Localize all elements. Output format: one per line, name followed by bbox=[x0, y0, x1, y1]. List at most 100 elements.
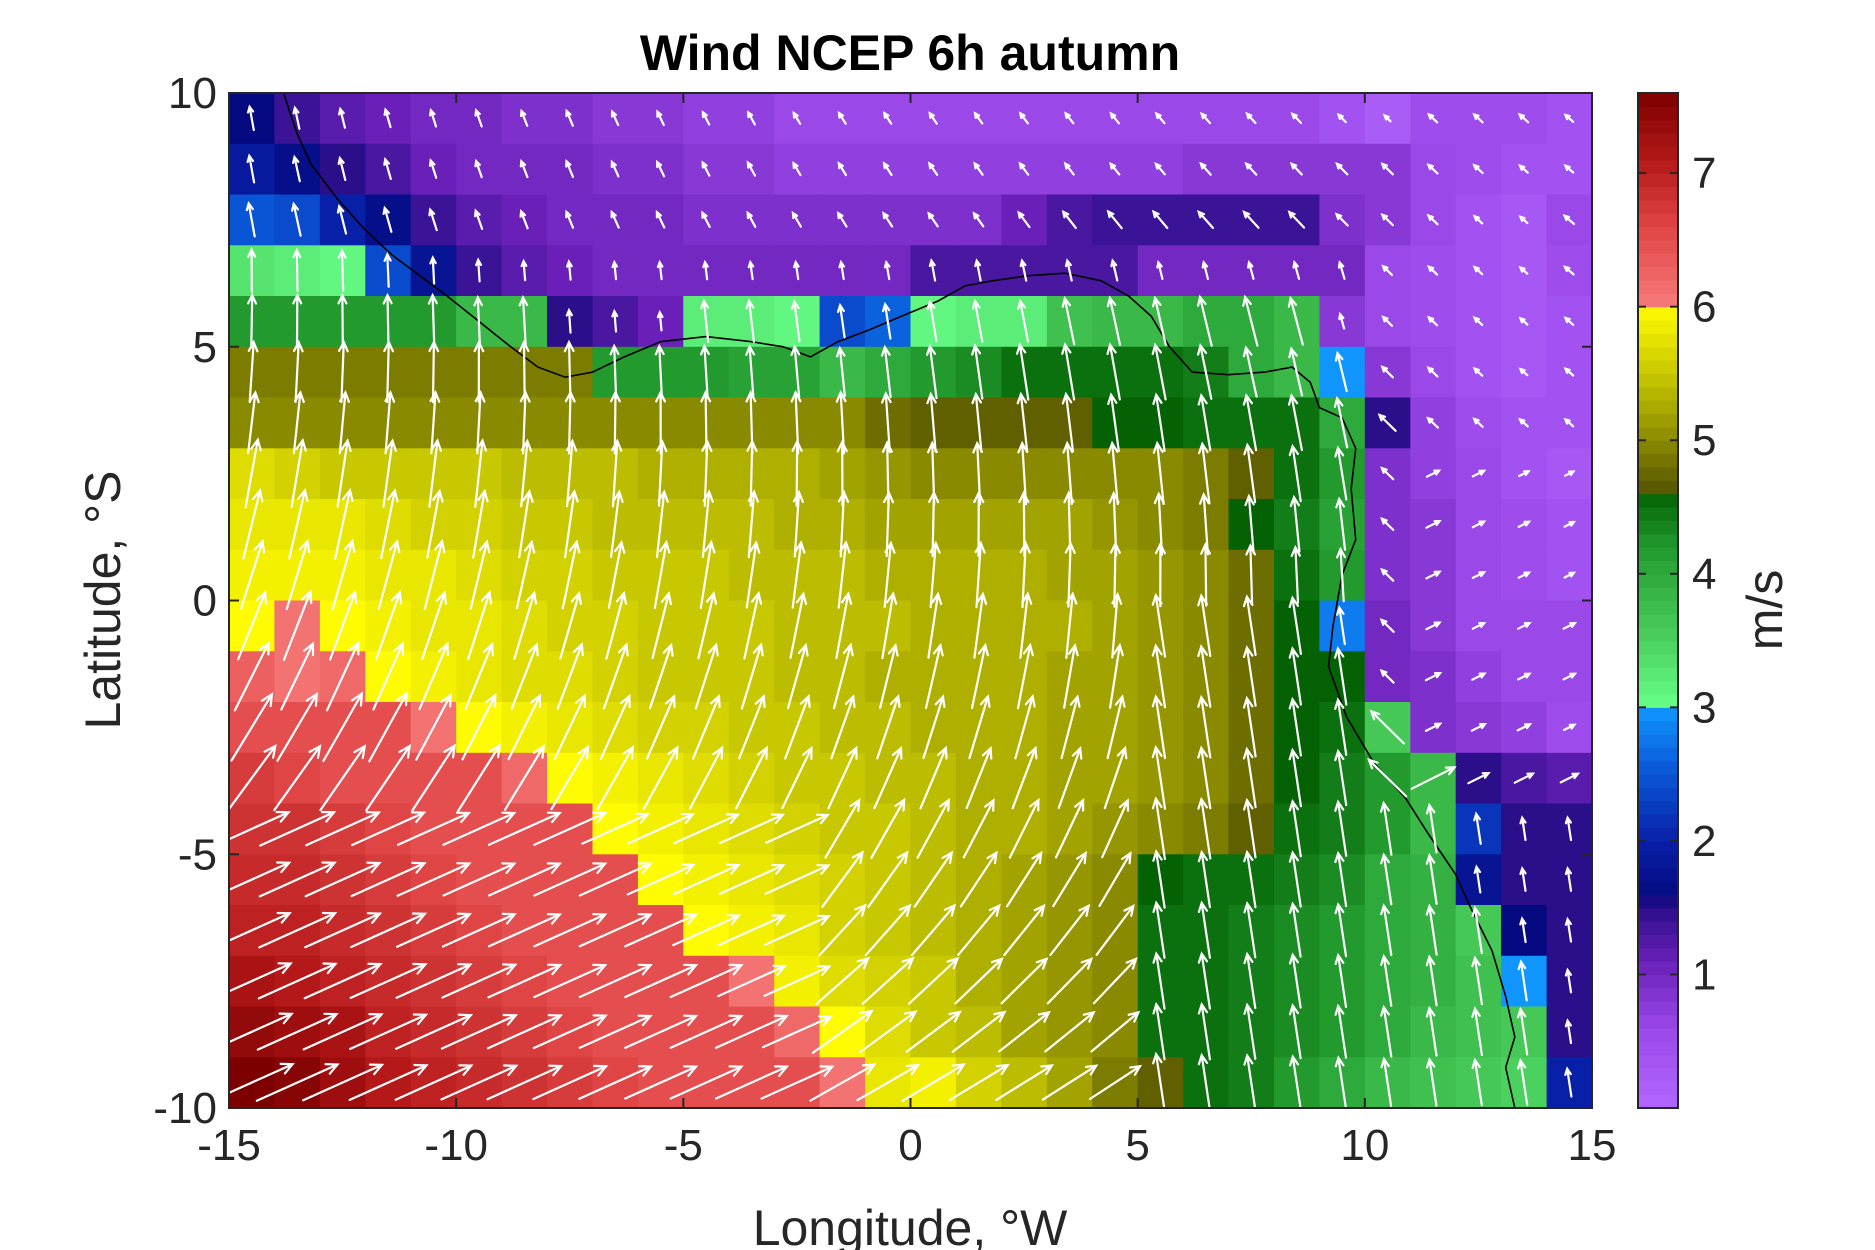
wind-arrow bbox=[1381, 264, 1394, 277]
wind-arrow bbox=[1110, 258, 1119, 282]
wind-arrow bbox=[1244, 493, 1255, 554]
wind-arrow bbox=[473, 294, 483, 347]
wind-arrow bbox=[1106, 295, 1122, 346]
wind-arrow bbox=[1334, 1003, 1348, 1059]
wind-arrow bbox=[611, 438, 623, 508]
wind-arrow bbox=[818, 903, 867, 957]
wind-arrow bbox=[348, 1063, 429, 1101]
wind-arrow bbox=[610, 489, 624, 558]
wind-arrow bbox=[1049, 903, 1091, 956]
wind-arrow bbox=[292, 247, 302, 293]
wind-arrow bbox=[1046, 957, 1094, 1005]
wind-arrow bbox=[815, 956, 870, 1005]
wind-arrow bbox=[784, 693, 811, 760]
wind-arrow bbox=[1151, 744, 1167, 810]
wind-arrow bbox=[656, 159, 666, 178]
wind-arrow bbox=[864, 903, 912, 957]
colorbar-segment bbox=[1638, 961, 1678, 975]
colorbar-segment bbox=[1638, 560, 1678, 575]
wind-arrow bbox=[280, 641, 315, 711]
wind-arrow bbox=[1197, 294, 1213, 347]
wind-arrow bbox=[699, 343, 710, 400]
wind-arrow bbox=[656, 259, 664, 281]
wind-arrow bbox=[1562, 214, 1576, 226]
wind-arrow bbox=[429, 389, 441, 455]
wind-arrow bbox=[792, 489, 804, 558]
colorbar-segment bbox=[1638, 413, 1678, 428]
wind-arrow bbox=[440, 1064, 519, 1101]
wind-arrow bbox=[244, 437, 262, 509]
wind-arrow bbox=[1197, 694, 1212, 759]
wind-arrow bbox=[1242, 594, 1257, 656]
wind-arrow bbox=[669, 1014, 744, 1049]
wind-arrow bbox=[655, 489, 669, 558]
wind-arrow bbox=[1517, 112, 1530, 124]
colorbar-segment bbox=[1638, 426, 1678, 441]
wind-arrow bbox=[457, 743, 501, 812]
wind-arrow bbox=[836, 210, 848, 228]
wind-arrow bbox=[1016, 391, 1029, 453]
wind-arrow bbox=[1088, 1064, 1143, 1101]
wind-arrow bbox=[338, 339, 349, 404]
wind-arrow bbox=[229, 962, 293, 993]
wind-arrow bbox=[1517, 520, 1532, 528]
wind-arrow bbox=[423, 538, 446, 610]
wind-arrow bbox=[602, 642, 629, 710]
wind-arrow bbox=[792, 161, 802, 177]
wind-arrow bbox=[1287, 295, 1304, 346]
wind-arrow bbox=[1288, 747, 1302, 808]
wind-arrow bbox=[883, 259, 891, 281]
wind-arrow bbox=[1199, 161, 1212, 176]
wind-arrow bbox=[702, 259, 709, 281]
wind-arrow bbox=[624, 1014, 699, 1049]
wind-arrow bbox=[651, 591, 672, 660]
wind-arrow bbox=[1559, 772, 1581, 784]
wind-arrow bbox=[1380, 903, 1393, 957]
wind-arrow bbox=[1197, 593, 1212, 658]
colorbar-segment bbox=[1638, 974, 1678, 989]
colorbar-segment bbox=[1638, 333, 1678, 348]
colorbar-segment bbox=[1638, 453, 1678, 468]
wind-arrow bbox=[1334, 697, 1348, 756]
wind-arrow bbox=[1199, 111, 1212, 125]
colorbar-segment bbox=[1638, 466, 1678, 481]
wind-arrow bbox=[255, 1063, 340, 1102]
wind-arrow bbox=[881, 591, 898, 660]
wind-arrow bbox=[259, 810, 337, 847]
wind-arrow bbox=[740, 642, 764, 710]
wind-arrow bbox=[305, 811, 382, 847]
wind-arrow bbox=[1379, 668, 1395, 684]
wind-arrow bbox=[995, 1064, 1055, 1101]
wind-arrow bbox=[1016, 642, 1034, 710]
colorbar-segment bbox=[1638, 520, 1678, 535]
wind-arrow bbox=[1054, 798, 1085, 859]
wind-arrow bbox=[1473, 864, 1482, 894]
wind-arrow bbox=[1564, 1066, 1573, 1098]
wind-arrow bbox=[836, 302, 846, 339]
wind-arrow bbox=[764, 864, 831, 895]
wind-arrow bbox=[1562, 672, 1578, 681]
colorbar-segment bbox=[1638, 1081, 1678, 1096]
wind-arrow bbox=[624, 1065, 699, 1100]
wind-arrow bbox=[1564, 916, 1573, 943]
colorbar-segment bbox=[1638, 774, 1678, 788]
colorbar-segment bbox=[1638, 600, 1678, 615]
wind-arrow bbox=[653, 539, 671, 609]
wind-arrow bbox=[669, 1065, 744, 1100]
wind-arrow bbox=[924, 642, 944, 710]
wind-arrow bbox=[565, 307, 573, 334]
wind-arrow bbox=[565, 158, 575, 179]
wind-arrow bbox=[533, 862, 608, 897]
wind-arrow bbox=[789, 591, 808, 659]
wind-arrow bbox=[429, 107, 438, 128]
wind-arrow bbox=[907, 956, 960, 1005]
wind-arrow bbox=[1467, 771, 1491, 785]
wind-arrow bbox=[382, 438, 397, 508]
wind-arrow bbox=[1052, 850, 1088, 908]
wind-arrow bbox=[974, 540, 986, 609]
wind-arrow bbox=[1288, 696, 1302, 757]
wind-arrow bbox=[1152, 1001, 1166, 1061]
wind-arrow bbox=[1154, 161, 1166, 176]
wind-arrow bbox=[837, 161, 847, 177]
wind-arrow bbox=[972, 211, 985, 228]
